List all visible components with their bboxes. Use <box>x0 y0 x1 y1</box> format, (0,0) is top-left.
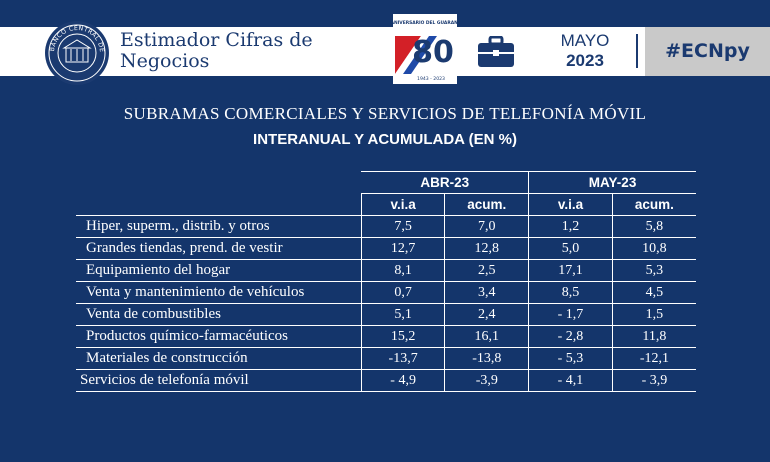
cell-abr-via: 15,2 <box>360 325 445 348</box>
briefcase-icon <box>478 36 514 67</box>
table-row: Equipamiento del hogar 8,1 2,5 17,1 5,3 <box>76 259 696 282</box>
cell-may-acum: 4,5 <box>611 281 696 304</box>
anniversary-top-text: ANIVERSARIO DEL GUARANÍ <box>393 18 457 26</box>
cell-abr-acum: 7,0 <box>444 215 529 238</box>
table-row: Grandes tiendas, prend. de vestir 12,7 1… <box>76 237 696 260</box>
cell-abr-acum: 2,4 <box>444 303 529 326</box>
cell-abr-via: 12,7 <box>360 237 445 260</box>
table-subheader-row: v.i.a acum. v.i.a acum. <box>76 193 696 216</box>
cell-abr-acum: 3,4 <box>444 281 529 304</box>
group-header-may: MAY-23 <box>528 171 696 194</box>
cell-may-via: - 2,8 <box>528 325 613 348</box>
header-banner: BANCO CENTRAL DEL PARAGUAY Estimador Cif… <box>0 0 770 98</box>
cell-abr-acum: 16,1 <box>444 325 529 348</box>
report-title: SUBRAMAS COMERCIALES Y SERVICIOS DE TELE… <box>123 104 647 123</box>
row-label: Materiales de construcción <box>76 347 362 370</box>
row-label: Hiper, superm., distrib. y otros <box>76 215 362 238</box>
cell-abr-via: 0,7 <box>360 281 445 304</box>
row-label: Venta y mantenimiento de vehículos <box>76 281 362 304</box>
cell-may-via: 5,0 <box>528 237 613 260</box>
cell-abr-acum: 12,8 <box>444 237 529 260</box>
row-label: Productos químico-farmacéuticos <box>76 325 362 348</box>
group-header-abr: ABR-23 <box>361 171 529 194</box>
brand-title: Estimador Cifras de Negocios <box>120 30 390 72</box>
cell-may-acum: 5,3 <box>611 259 696 282</box>
cell-abr-via: - 4,9 <box>360 369 445 392</box>
cell-abr-via: 5,1 <box>360 303 445 326</box>
cell-may-via: 1,2 <box>528 215 613 238</box>
subheader-may-acum: acum. <box>611 193 696 216</box>
row-label: Servicios de telefonía móvil <box>76 369 362 392</box>
cell-may-via: 8,5 <box>528 281 613 304</box>
table-row: Materiales de construcción -13,7 -13,8 -… <box>76 347 696 370</box>
cell-may-acum: 10,8 <box>611 237 696 260</box>
subheader-may-via: v.i.a <box>528 193 613 216</box>
table-row: Productos químico-farmacéuticos 15,2 16,… <box>76 325 696 348</box>
anniversary-years: 1943 - 2023 <box>417 76 445 82</box>
table-row: Venta y mantenimiento de vehículos 0,7 3… <box>76 281 696 304</box>
table-group-header-row: ABR-23 MAY-23 <box>76 171 696 194</box>
table-row: Hiper, superm., distrib. y otros 7,5 7,0… <box>76 215 696 238</box>
cell-abr-via: 7,5 <box>360 215 445 238</box>
cell-abr-acum: 2,5 <box>444 259 529 282</box>
cell-abr-acum: -13,8 <box>444 347 529 370</box>
table-row: Venta de combustibles 5,1 2,4 - 1,7 1,5 <box>76 303 696 326</box>
report-year: 2023 <box>566 51 604 70</box>
report-subtitle: INTERANUAL Y ACUMULADA (EN %) <box>253 131 517 148</box>
cell-may-via: - 1,7 <box>528 303 613 326</box>
table-header-blank <box>76 172 361 194</box>
cell-may-via: - 4,1 <box>528 369 613 392</box>
row-label: Venta de combustibles <box>76 303 362 326</box>
row-label: Equipamiento del hogar <box>76 259 362 282</box>
hashtag-label: #ECNpy <box>665 40 750 62</box>
data-table: ABR-23 MAY-23 v.i.a acum. v.i.a acum. Hi… <box>76 171 696 392</box>
anniversary-number: 80 <box>412 35 454 70</box>
row-label: Grandes tiendas, prend. de vestir <box>76 237 362 260</box>
cell-may-acum: 1,5 <box>611 303 696 326</box>
central-bank-seal-icon: BANCO CENTRAL DEL PARAGUAY <box>44 20 109 85</box>
hashtag-panel <box>645 27 770 76</box>
cell-may-via: 17,1 <box>528 259 613 282</box>
cell-may-acum: -12,1 <box>611 347 696 370</box>
cell-may-acum: - 3,9 <box>611 369 696 392</box>
cell-abr-via: 8,1 <box>360 259 445 282</box>
report-date: MAYO 2023 <box>540 31 630 71</box>
header-divider <box>636 34 638 68</box>
report-month: MAYO <box>560 31 610 50</box>
table-subheader-blank <box>76 193 362 216</box>
cell-may-acum: 11,8 <box>611 325 696 348</box>
subheader-abr-acum: acum. <box>444 193 529 216</box>
brand-title-line1: Estimador Cifras de <box>120 29 313 51</box>
cell-may-via: - 5,3 <box>528 347 613 370</box>
cell-abr-via: -13,7 <box>360 347 445 370</box>
brand-title-line2: Negocios <box>120 50 210 72</box>
subheader-abr-via: v.i.a <box>360 193 445 216</box>
data-table-container: ABR-23 MAY-23 v.i.a acum. v.i.a acum. Hi… <box>76 171 696 392</box>
cell-abr-acum: -3,9 <box>444 369 529 392</box>
table-row: Servicios de telefonía móvil - 4,9 -3,9 … <box>76 369 696 392</box>
cell-may-acum: 5,8 <box>611 215 696 238</box>
guarani-anniversary-logo: ANIVERSARIO DEL GUARANÍ 80 1943 - 2023 <box>393 14 457 84</box>
